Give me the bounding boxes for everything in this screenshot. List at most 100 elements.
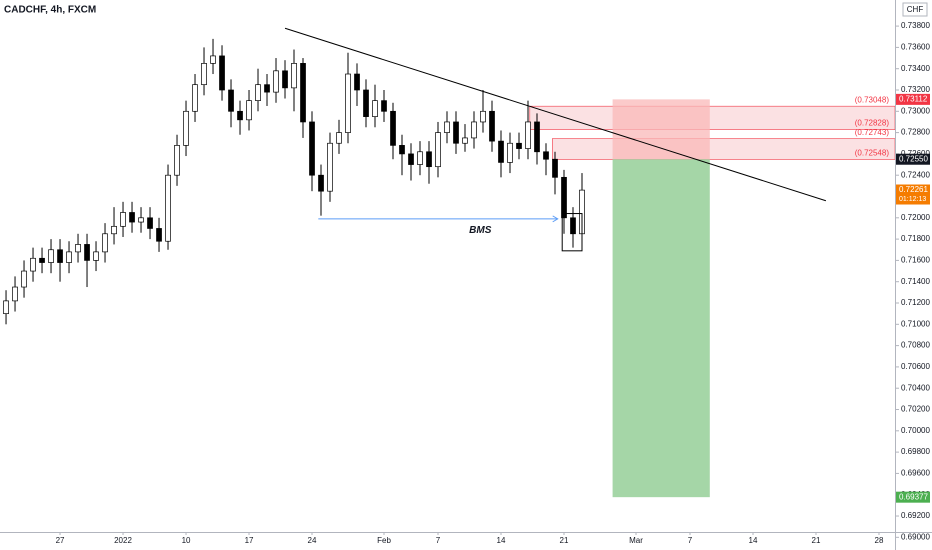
price-label: 0.69377 <box>899 492 928 501</box>
y-tick-label: 0.70000 <box>901 426 930 435</box>
candle-body <box>111 225 117 235</box>
bms-label: BMS <box>469 225 492 236</box>
candle-body <box>165 174 171 242</box>
level-label: (0.73048) <box>855 95 890 104</box>
y-tick-label: 0.73600 <box>901 43 930 52</box>
y-tick-label: 0.72600 <box>901 149 930 158</box>
candle-body <box>408 153 414 165</box>
x-tick-label: 24 <box>308 536 317 545</box>
target-zone <box>612 159 710 498</box>
y-tick-label: 0.73000 <box>901 106 930 115</box>
candle-body <box>561 176 567 219</box>
y-tick-label: 0.71000 <box>901 319 930 328</box>
y-tick-label: 0.71400 <box>901 277 930 286</box>
price-label: 0.72261 <box>899 185 928 194</box>
candle-body <box>525 121 531 149</box>
candle-body <box>480 110 486 123</box>
level-label: (0.72743) <box>855 128 890 137</box>
candle-body <box>48 249 54 263</box>
y-tick-label: 0.72800 <box>901 128 930 137</box>
candle-body <box>462 137 468 144</box>
candle-body <box>93 251 99 261</box>
candle-body <box>399 145 405 155</box>
candle-body <box>255 84 261 101</box>
x-tick-label: Mar <box>629 536 643 545</box>
x-tick-label: 14 <box>749 536 758 545</box>
candle-body <box>246 100 252 121</box>
level-label: (0.72548) <box>855 149 890 158</box>
candle-body <box>84 244 90 261</box>
candle-body <box>372 100 378 117</box>
candle-body <box>543 151 549 160</box>
y-tick-label: 0.70200 <box>901 405 930 414</box>
y-tick-label: 0.72000 <box>901 213 930 222</box>
candle-body <box>318 174 324 192</box>
candle-body <box>345 73 351 133</box>
candle-body <box>471 121 477 139</box>
y-tick-label: 0.70800 <box>901 341 930 350</box>
candle-body <box>273 70 279 93</box>
candle-body <box>291 63 297 89</box>
candle-body <box>507 142 513 163</box>
candle-body <box>138 217 144 223</box>
candle-body <box>12 286 18 302</box>
y-tick-label: 0.69600 <box>901 469 930 478</box>
candle-body <box>444 121 450 133</box>
y-tick-label: 0.72400 <box>901 170 930 179</box>
currency-box <box>902 2 928 17</box>
candle-body <box>3 300 9 315</box>
candle-body <box>21 270 27 288</box>
candle-body <box>192 84 198 112</box>
x-tick-label: 2022 <box>114 536 132 545</box>
candle-body <box>435 132 441 168</box>
candle-body <box>552 158 558 178</box>
bms-arrowhead <box>552 215 559 223</box>
y-tick-label: 0.73400 <box>901 64 930 73</box>
candle-body <box>39 257 45 263</box>
plot-area: (0.73048) (0.72828)(0.72743) (0.72548) BMS <box>3 27 896 498</box>
candle-body <box>381 100 387 112</box>
candle-body <box>417 151 423 165</box>
candle-body <box>75 244 81 253</box>
candle-body <box>336 132 342 144</box>
x-tick-label: 17 <box>245 536 254 545</box>
candle-body <box>102 233 108 253</box>
candle-body <box>426 151 432 168</box>
candle-body <box>282 70 288 89</box>
zone <box>529 105 896 130</box>
stop-zone <box>612 99 710 160</box>
y-tick-label: 0.69800 <box>901 447 930 456</box>
candle-body <box>66 251 72 263</box>
y-tick-label: 0.70400 <box>901 383 930 392</box>
x-tick-label: 21 <box>812 536 821 545</box>
candle-body <box>354 73 360 91</box>
candle-body <box>516 142 522 149</box>
x-tick-label: 27 <box>56 536 65 545</box>
price-label-bg <box>896 93 930 105</box>
candle-body <box>390 110 396 146</box>
trendline <box>284 27 827 202</box>
level-label: (0.72828) <box>855 119 890 128</box>
y-tick-label: 0.71600 <box>901 256 930 265</box>
zone <box>551 138 896 160</box>
candle-body <box>210 55 216 64</box>
candle-body <box>201 63 207 86</box>
candle-body <box>120 212 126 227</box>
candle-body <box>174 145 180 176</box>
price-label-bg <box>896 184 930 205</box>
y-tick-label: 0.73200 <box>901 85 930 94</box>
x-tick-label: 7 <box>688 536 693 545</box>
y-tick-label: 0.73800 <box>901 21 930 30</box>
candle-body <box>228 89 234 112</box>
x-tick-label: 10 <box>182 536 191 545</box>
candle-body <box>453 121 459 144</box>
y-tick-label: 0.71800 <box>901 234 930 243</box>
candle-body <box>183 110 189 146</box>
candle-body <box>219 55 225 91</box>
candle-body <box>498 140 504 163</box>
candle-body <box>570 217 576 235</box>
candle-body <box>300 63 306 123</box>
x-tick-label: Feb <box>377 536 391 545</box>
